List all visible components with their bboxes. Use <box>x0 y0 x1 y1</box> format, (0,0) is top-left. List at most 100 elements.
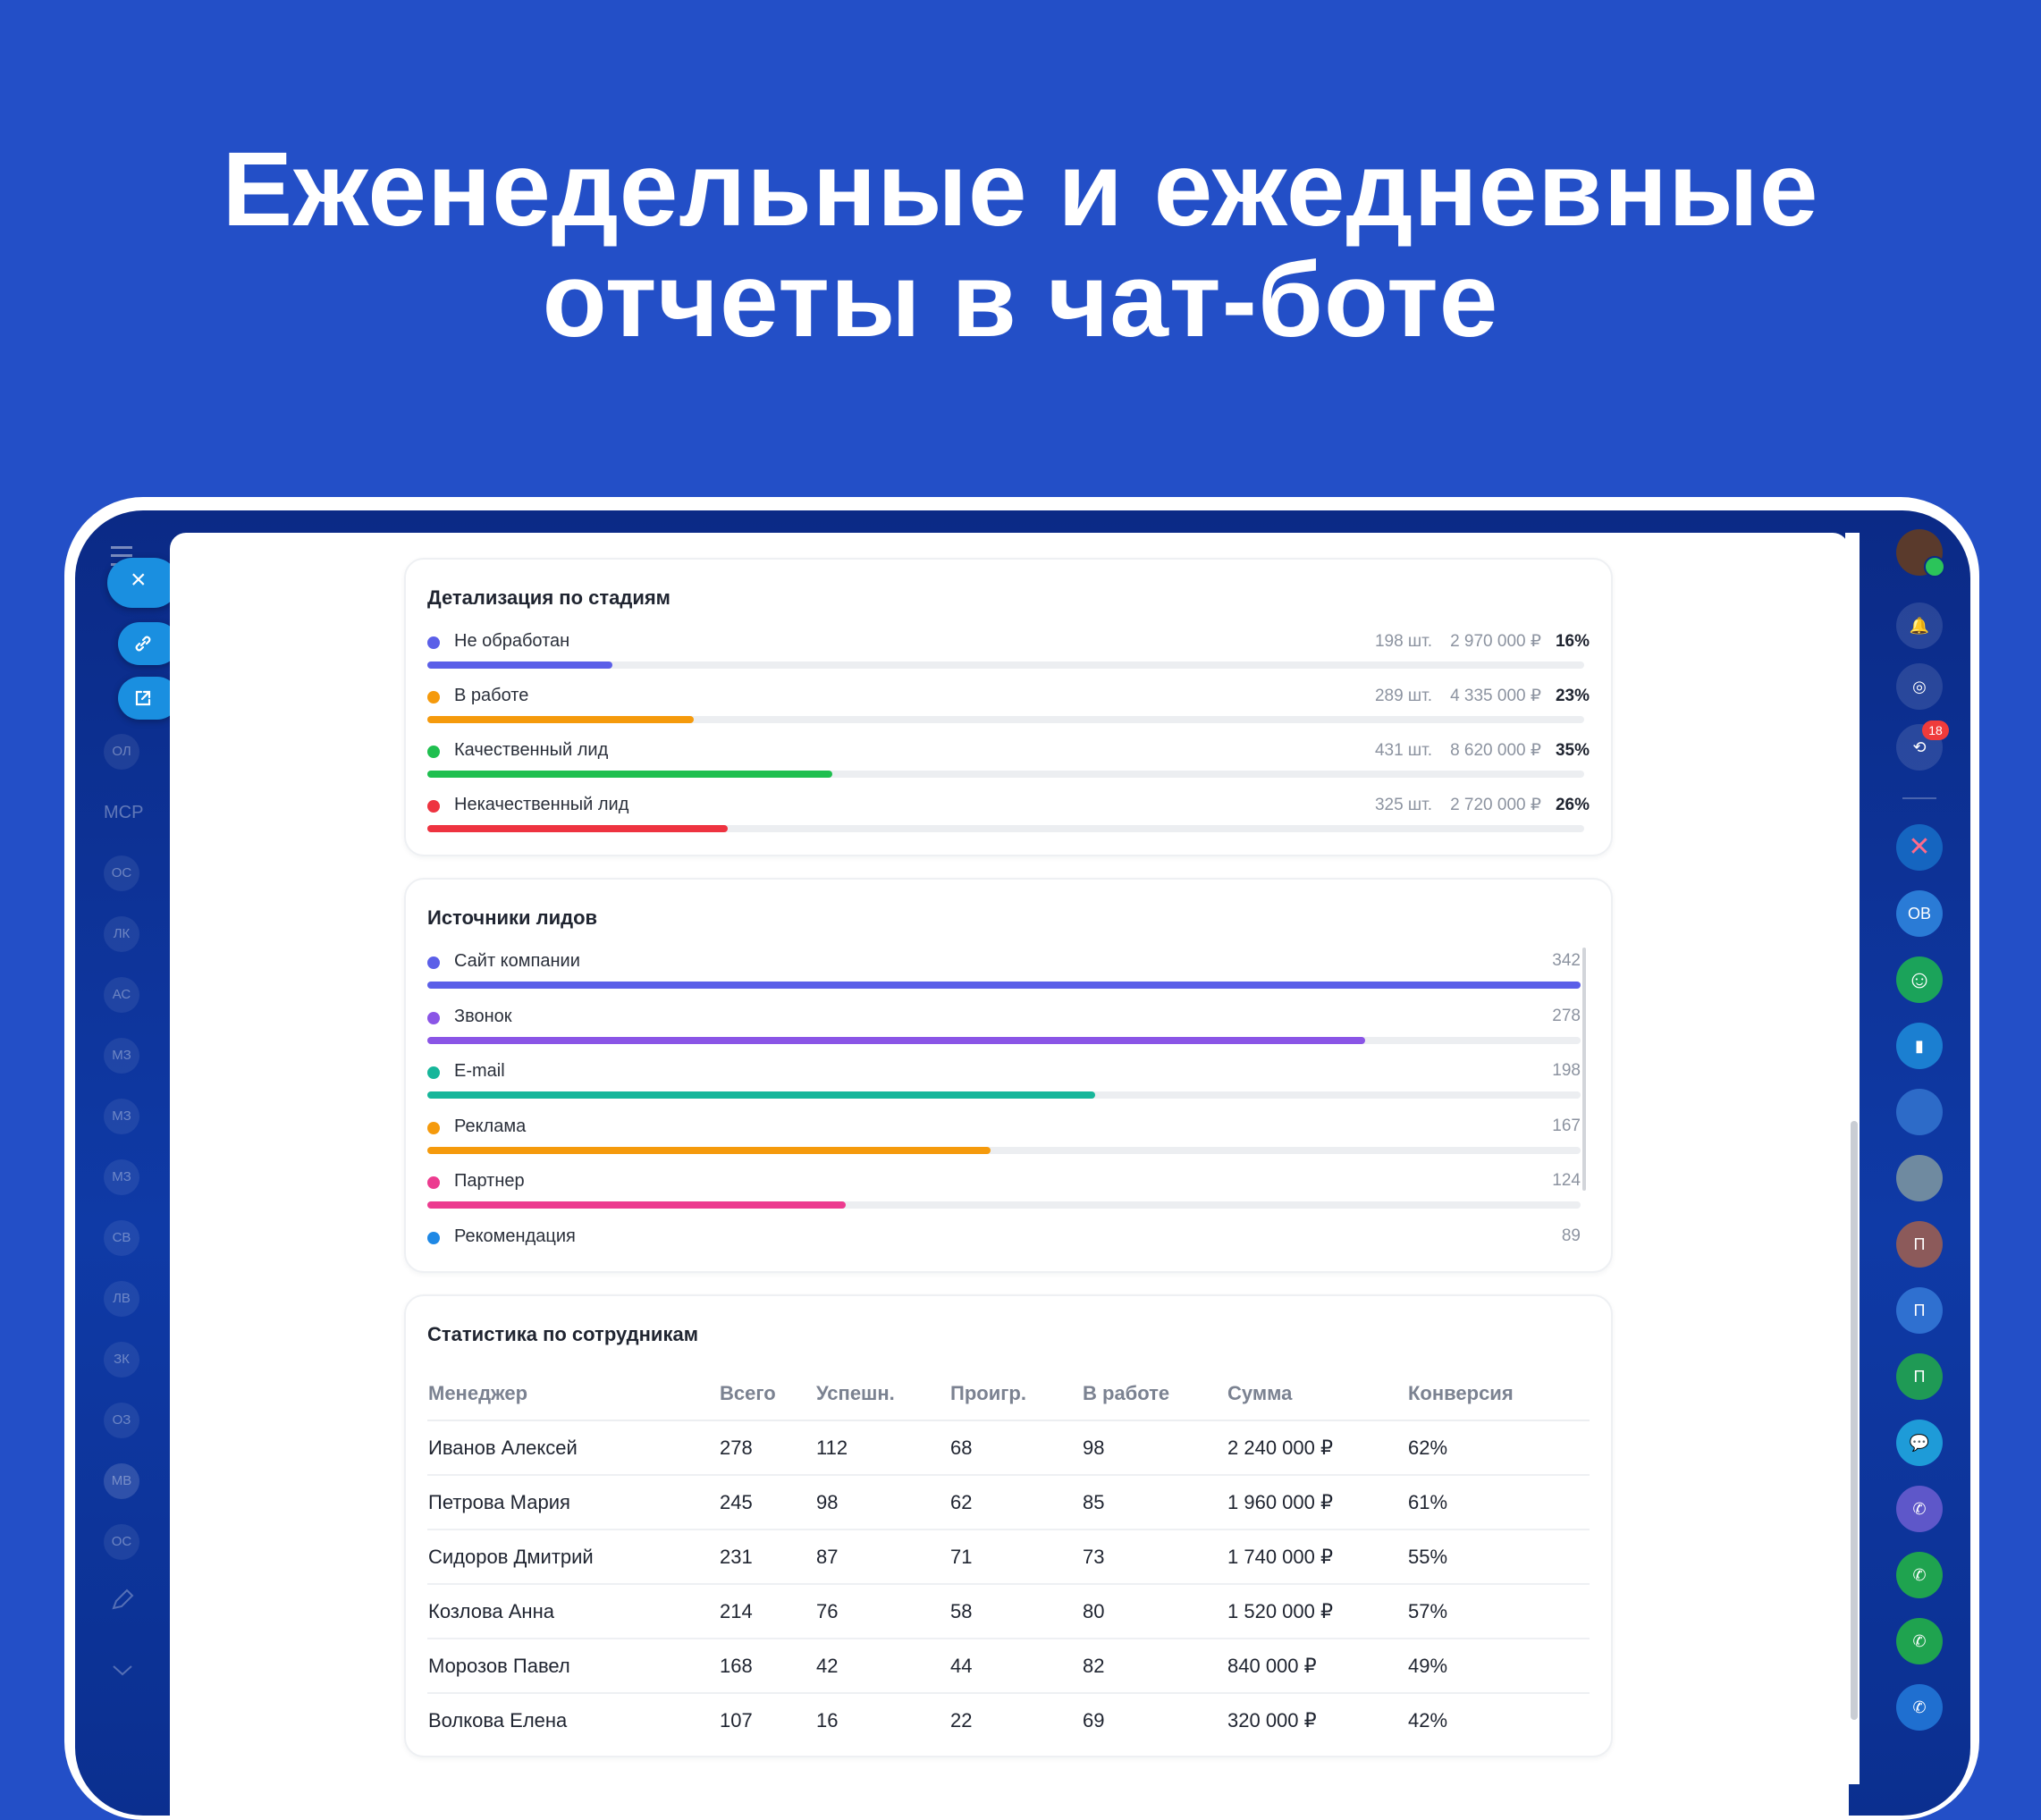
sidebar-avatar[interactable]: ОС <box>104 1524 139 1560</box>
progress-fill <box>427 661 613 669</box>
phone-icon[interactable]: ✆ <box>1896 1486 1943 1532</box>
table-cell: 68 <box>949 1420 1082 1476</box>
left-sidebar: ОЛ МСР ОС ЛК АС МЗ МЗ МЗ СВ ЛВ ЗК ОЗ МВ … <box>75 510 170 1816</box>
target-icon[interactable]: ◎ <box>1896 663 1943 710</box>
phone-icon[interactable]: ✆ <box>1896 1618 1943 1664</box>
phone-icon[interactable]: ✆ <box>1896 1684 1943 1731</box>
group-avatar[interactable]: П <box>1896 1221 1943 1268</box>
scrollbar-thumb[interactable] <box>1851 1121 1858 1720</box>
legend-dot <box>427 1011 440 1024</box>
sidebar-avatar[interactable]: ЗК <box>104 1342 139 1378</box>
stage-values: 431 шт. 8 620 000 ₽ 35% <box>1375 740 1590 761</box>
table-cell: 840 000 ₽ <box>1227 1639 1407 1694</box>
sidebar-avatar[interactable]: ЛК <box>104 916 139 952</box>
card-title: Статистика по сотрудникам <box>427 1323 698 1345</box>
link-icon <box>135 636 151 652</box>
table-cell: 278 <box>719 1420 815 1476</box>
stage-percent: 23% <box>1555 687 1590 705</box>
legend-dot <box>427 1121 440 1134</box>
sidebar-avatar[interactable]: МЗ <box>104 1099 139 1134</box>
contact-avatar[interactable] <box>1896 1089 1943 1135</box>
stage-sum: 8 620 000 ₽ <box>1450 741 1541 760</box>
chat-icon[interactable]: 💬 <box>1896 1420 1943 1466</box>
progress-track <box>427 716 1584 723</box>
progress-fill <box>427 1201 847 1209</box>
bell-icon[interactable]: 🔔 <box>1896 602 1943 649</box>
legend-dot <box>427 1066 440 1079</box>
app-logo-icon[interactable]: ✕ <box>1896 824 1943 871</box>
table-row: Иванов Алексей 278 112 68 98 2 240 000 ₽62% <box>427 1420 1590 1476</box>
stage-label: В работе <box>454 686 529 705</box>
scrollbar-thumb[interactable] <box>1582 948 1586 1191</box>
table-cell: 71 <box>949 1529 1082 1585</box>
source-row: Сайт компании 342 <box>427 949 1581 989</box>
legend-dot <box>427 636 440 649</box>
sidebar-avatar[interactable]: АС <box>104 977 139 1013</box>
table-cell: 44 <box>949 1639 1082 1694</box>
edit-icon[interactable] <box>109 1587 136 1614</box>
table-cell: 82 <box>1082 1639 1227 1694</box>
card-title: Источники лидов <box>427 906 598 929</box>
source-row: Партнер 124 <box>427 1169 1581 1209</box>
table-cell: 62 <box>949 1475 1082 1530</box>
source-value: 89 <box>1561 1226 1581 1245</box>
table-cell: 168 <box>719 1639 815 1694</box>
stages-card: Детализация по стадиям Не обработан 198 ш… <box>404 558 1613 856</box>
chat-sync-icon[interactable]: ⟲ <box>1896 724 1943 771</box>
table-row: Волкова Елена 107 16 22 69 320 000 ₽ 42% <box>427 1693 1590 1747</box>
sidebar-avatar[interactable]: ОЛ <box>104 734 139 770</box>
table-cell: 98 <box>1082 1420 1227 1476</box>
table-cell: 22 <box>950 1708 973 1732</box>
sidebar-avatar[interactable]: МВ <box>104 1463 139 1499</box>
close-icon: × <box>131 565 147 594</box>
stage-values: 198 шт. 2 970 000 ₽ 16% <box>1375 631 1590 652</box>
table-cell: 214 <box>719 1584 815 1639</box>
open-external-button[interactable] <box>118 677 179 720</box>
source-row: Реклама 167 <box>427 1115 1581 1154</box>
stage-count: 198 шт. <box>1374 632 1433 651</box>
stage-percent: 26% <box>1555 796 1590 814</box>
source-row: Звонок 278 <box>427 1005 1581 1044</box>
group-avatar[interactable]: П <box>1896 1353 1943 1400</box>
progress-track <box>427 825 1584 832</box>
column-header: Всего <box>719 1368 815 1421</box>
copy-link-button[interactable] <box>118 622 179 665</box>
table-cell: 231 <box>719 1529 815 1585</box>
stage-count: 431 шт. <box>1374 741 1433 760</box>
table-cell: 87 <box>815 1529 949 1585</box>
sidebar-avatar[interactable]: МЗ <box>104 1159 139 1195</box>
stage-count: 325 шт. <box>1374 796 1433 814</box>
progress-track <box>427 771 1584 778</box>
notification-badge: 18 <box>1922 720 1949 740</box>
headline-line-2: отчеты в чат-боте <box>542 241 1499 359</box>
close-button[interactable]: × <box>107 558 179 608</box>
progress-track <box>427 1091 1581 1099</box>
contact-avatar[interactable] <box>1896 1155 1943 1201</box>
column-header: Проигр. <box>949 1368 1082 1421</box>
legend-dot <box>427 1231 440 1244</box>
table-cell: 245 <box>719 1475 815 1530</box>
sidebar-avatar[interactable]: МЗ <box>104 1038 139 1074</box>
chart-app-icon[interactable]: ▮ <box>1896 1023 1943 1069</box>
sidebar-avatar[interactable]: МСР <box>104 803 144 822</box>
progress-fill <box>427 771 832 778</box>
group-avatar[interactable]: ОВ <box>1896 890 1943 937</box>
table-cell: 49% <box>1407 1639 1590 1694</box>
progress-track <box>427 982 1581 989</box>
sidebar-avatar[interactable]: ЛВ <box>104 1281 139 1317</box>
table-cell: Сидоров Дмитрий <box>427 1529 719 1585</box>
external-link-icon <box>135 690 151 706</box>
sidebar-avatar[interactable]: ОС <box>104 855 139 891</box>
group-avatar[interactable]: П <box>1896 1287 1943 1334</box>
sidebar-avatar[interactable]: ОЗ <box>104 1403 139 1438</box>
table-cell: 112 <box>815 1420 949 1476</box>
phone-icon[interactable]: ✆ <box>1896 1552 1943 1598</box>
legend-dot <box>427 691 440 704</box>
card-title: Детализация по стадиям <box>427 586 670 609</box>
table-cell: 61% <box>1407 1475 1590 1530</box>
table-cell: 1 960 000 ₽ <box>1227 1475 1407 1530</box>
accessibility-icon[interactable]: ☺ <box>1896 956 1943 1003</box>
sidebar-avatar[interactable]: СВ <box>104 1220 139 1256</box>
table-cell: 80 <box>1082 1584 1227 1639</box>
chevron-down-icon[interactable] <box>111 1664 134 1678</box>
